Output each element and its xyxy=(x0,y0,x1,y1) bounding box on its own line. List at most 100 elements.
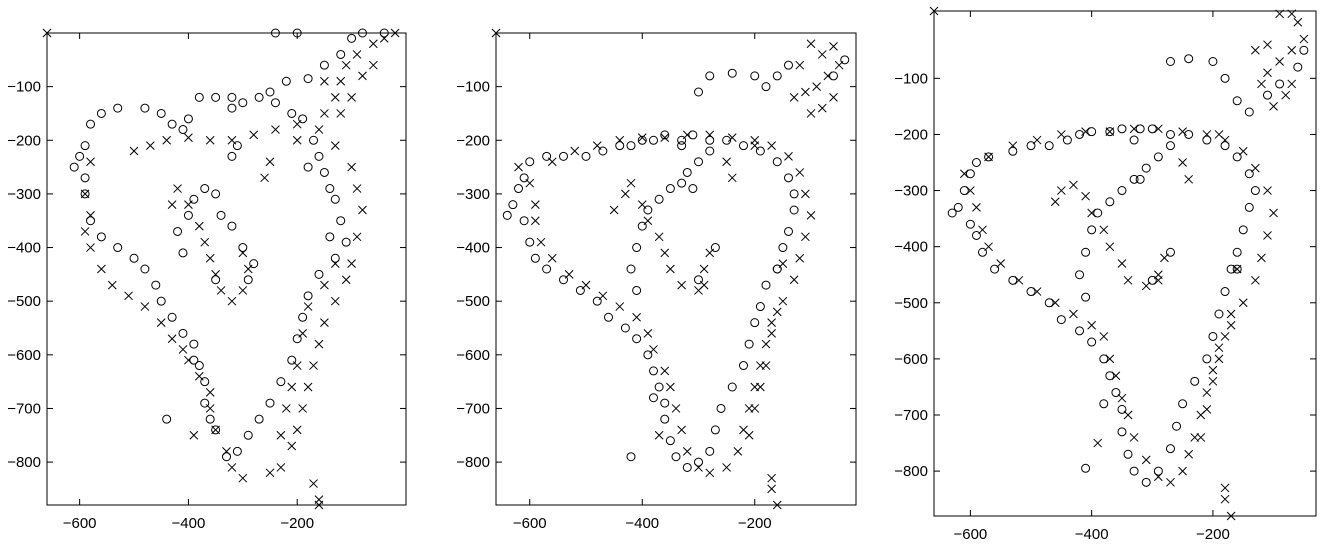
x-marker-point xyxy=(145,141,155,150)
circle-marker-point xyxy=(784,60,793,70)
circle-marker-point xyxy=(710,425,720,435)
circle-marker-point xyxy=(1165,247,1175,257)
circle-marker-point xyxy=(694,87,703,97)
circle-marker-point xyxy=(559,151,568,161)
circle-marker-point xyxy=(959,186,969,196)
x-marker-point xyxy=(536,237,546,247)
x-marker-point xyxy=(795,168,805,177)
circle-marker-point xyxy=(965,219,975,229)
circle-marker-point xyxy=(727,68,737,78)
circle-marker-point xyxy=(183,210,193,220)
x-marker-point xyxy=(1257,253,1266,263)
x-marker-point xyxy=(140,302,150,311)
x-marker-point xyxy=(660,133,670,142)
circle-marker-point xyxy=(96,108,106,118)
circle-marker-point xyxy=(575,285,585,295)
x-marker-point xyxy=(666,382,675,392)
x-marker-point xyxy=(1208,376,1218,386)
x-marker-point xyxy=(609,205,619,215)
x-marker-point xyxy=(1196,433,1206,442)
x-marker-point xyxy=(632,312,641,322)
x-marker-point xyxy=(1269,102,1278,111)
x-marker-point xyxy=(1117,259,1127,268)
circle-marker-point xyxy=(971,158,981,167)
x-marker-point xyxy=(682,447,692,456)
circle-marker-point xyxy=(298,312,308,322)
circle-marker-point xyxy=(254,414,264,424)
circle-marker-point xyxy=(232,446,242,456)
x-marker-point xyxy=(1056,186,1066,195)
x-marker-point xyxy=(205,388,215,397)
circle-marker-point xyxy=(829,71,838,81)
x-marker-point xyxy=(336,76,346,86)
x-marker-point xyxy=(216,286,226,295)
circle-marker-point xyxy=(559,275,568,285)
x-marker-point xyxy=(1123,275,1133,285)
circle-marker-point xyxy=(156,296,166,306)
circle-marker-point xyxy=(1226,264,1236,274)
circle-marker-point xyxy=(319,167,329,177)
circle-marker-point xyxy=(200,377,210,387)
circle-marker-point xyxy=(1153,466,1163,476)
x-marker-point xyxy=(320,76,329,86)
circle-marker-point xyxy=(270,28,280,38)
x-marker-point xyxy=(194,221,204,231)
circle-marker-point xyxy=(287,108,297,118)
circle-marker-point xyxy=(1099,354,1109,364)
x-marker-point xyxy=(761,361,771,370)
x-marker-point xyxy=(660,248,670,258)
circle-marker-point xyxy=(243,275,253,285)
circle-marker-point xyxy=(654,382,664,392)
circle-marker-point xyxy=(183,114,193,124)
x-marker-point xyxy=(347,259,356,268)
circle-marker-point xyxy=(1220,287,1230,297)
x-marker-point xyxy=(1190,433,1200,442)
circle-marker-point xyxy=(1250,186,1260,196)
circle-marker-point xyxy=(162,414,172,424)
circle-marker-point xyxy=(1202,135,1212,145)
x-marker-point xyxy=(1178,466,1187,476)
x-marker-point xyxy=(1238,298,1248,308)
x-marker-point xyxy=(265,468,275,478)
x-marker-point xyxy=(330,141,340,150)
x-marker-point xyxy=(660,366,670,376)
circle-marker-point xyxy=(705,446,715,456)
circle-marker-point xyxy=(1202,354,1212,364)
x-marker-point xyxy=(677,280,686,290)
x-marker-point xyxy=(1287,79,1297,89)
circle-marker-point xyxy=(216,210,226,220)
circle-marker-point xyxy=(990,264,1000,274)
x-marker-point xyxy=(249,130,259,140)
circle-marker-point xyxy=(1232,152,1242,162)
circle-marker-point xyxy=(705,135,715,145)
circle-marker-point xyxy=(1044,298,1054,308)
x-marker-point xyxy=(767,318,776,327)
circle-marker-point xyxy=(281,76,291,86)
circle-marker-point xyxy=(649,393,658,403)
circle-marker-point xyxy=(80,189,90,199)
x-marker-point xyxy=(1263,68,1272,78)
y-tick-label: −300 xyxy=(894,183,928,200)
x-marker-point xyxy=(314,339,324,349)
x-marker-point xyxy=(162,135,172,145)
x-marker-point xyxy=(303,302,313,311)
x-marker-point xyxy=(1069,309,1078,319)
circle-marker-point xyxy=(178,328,188,338)
x-marker-point xyxy=(1281,90,1291,100)
circle-marker-point xyxy=(1220,141,1230,151)
circle-marker-point xyxy=(784,226,793,236)
circle-marker-point xyxy=(778,243,788,253)
x-marker-point xyxy=(1257,79,1266,89)
scatter-plot-3: −600 −400 −200 −100 −200 −300 −400 −500 −600 −700… xyxy=(894,6,1317,543)
circle-marker-point xyxy=(632,285,642,295)
circle-marker-point xyxy=(1135,174,1145,184)
x-tick-label: −600 xyxy=(63,515,97,532)
x-marker-point xyxy=(1287,9,1297,19)
circle-marker-point xyxy=(772,157,782,167)
circle-marker-point xyxy=(1117,124,1127,134)
circle-marker-point xyxy=(1208,57,1218,66)
x-marker-point xyxy=(369,60,378,70)
x-marker-point xyxy=(789,93,799,102)
circle-marker-point xyxy=(156,108,166,118)
y-tick-label: −800 xyxy=(894,463,928,480)
